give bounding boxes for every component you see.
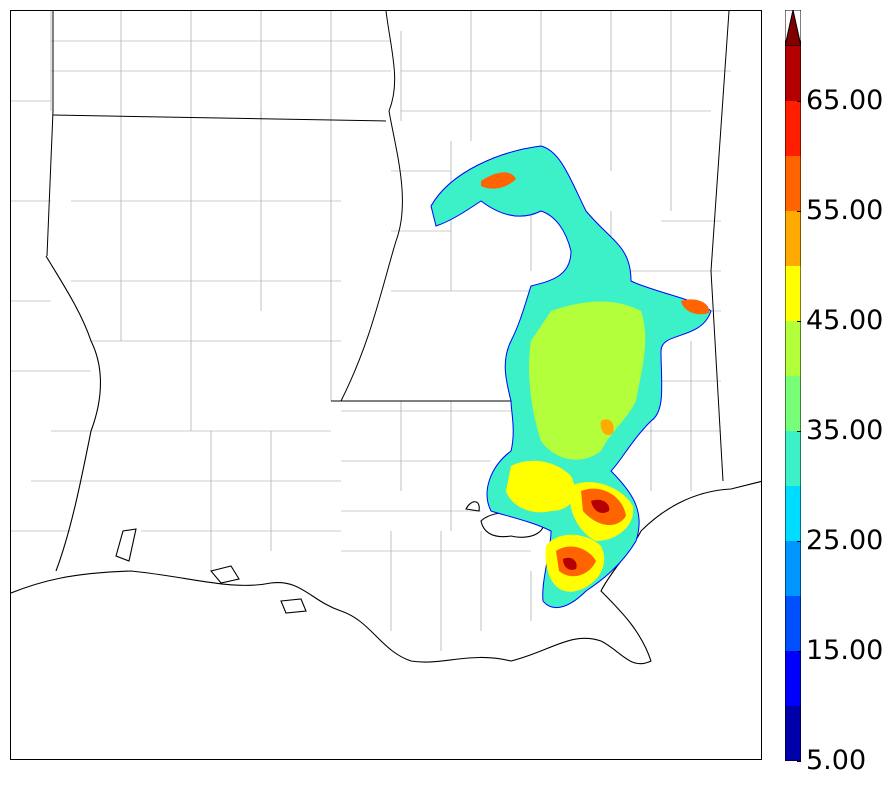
colorbar-tick-label: 35.00 [806,415,884,446]
rain-level-45 [506,460,575,513]
colorbar-level-6 [785,376,801,431]
colorbar-level-4 [785,486,801,541]
rain-maximum-north [481,172,516,189]
colorbar-extend-arrow [785,10,801,46]
colorbar-tick-mark [797,761,801,762]
colorbar-level-8 [785,266,801,321]
colorbar-level-12 [785,46,801,101]
colorbar-tick-mark [797,541,801,542]
colorbar-level-3 [785,541,801,596]
rain-level-40 [529,301,646,460]
colorbar-tick-mark [797,101,801,102]
colorbar-tick-mark [797,651,801,652]
colorbar-tick-mark [797,211,801,212]
colorbar-level-2 [785,596,801,651]
rain-maximum-east [681,299,710,315]
colorbar-tick-label: 25.00 [806,525,884,556]
colorbar-level-7 [785,321,801,376]
colorbar-tick-label: 5.00 [806,745,867,776]
colorbar-level-1 [785,651,801,706]
colorbar [785,10,801,761]
rain-level-55-b [556,546,596,577]
colorbar-tick-mark [797,321,801,322]
rain-level-65 [591,499,610,513]
colorbar-level-0 [785,706,801,761]
colorbar-level-9 [785,211,801,266]
colorbar-level-5 [785,431,801,486]
map-canvas [11,11,761,665]
rainfall-field [430,145,712,609]
colorbar-tick-label: 45.00 [806,305,884,336]
colorbar-level-11 [785,101,801,156]
map-panel [10,10,762,760]
colorbar-levels [785,46,801,761]
colorbar-tick-mark [797,431,801,432]
rain-level-65-b [563,557,577,570]
colorbar-tick-label: 55.00 [806,195,884,226]
colorbar-level-10 [785,156,801,211]
colorbar-tick-label: 15.00 [806,635,884,666]
colorbar-tick-label: 65.00 [806,85,884,116]
rain-maximum-central [600,419,614,436]
